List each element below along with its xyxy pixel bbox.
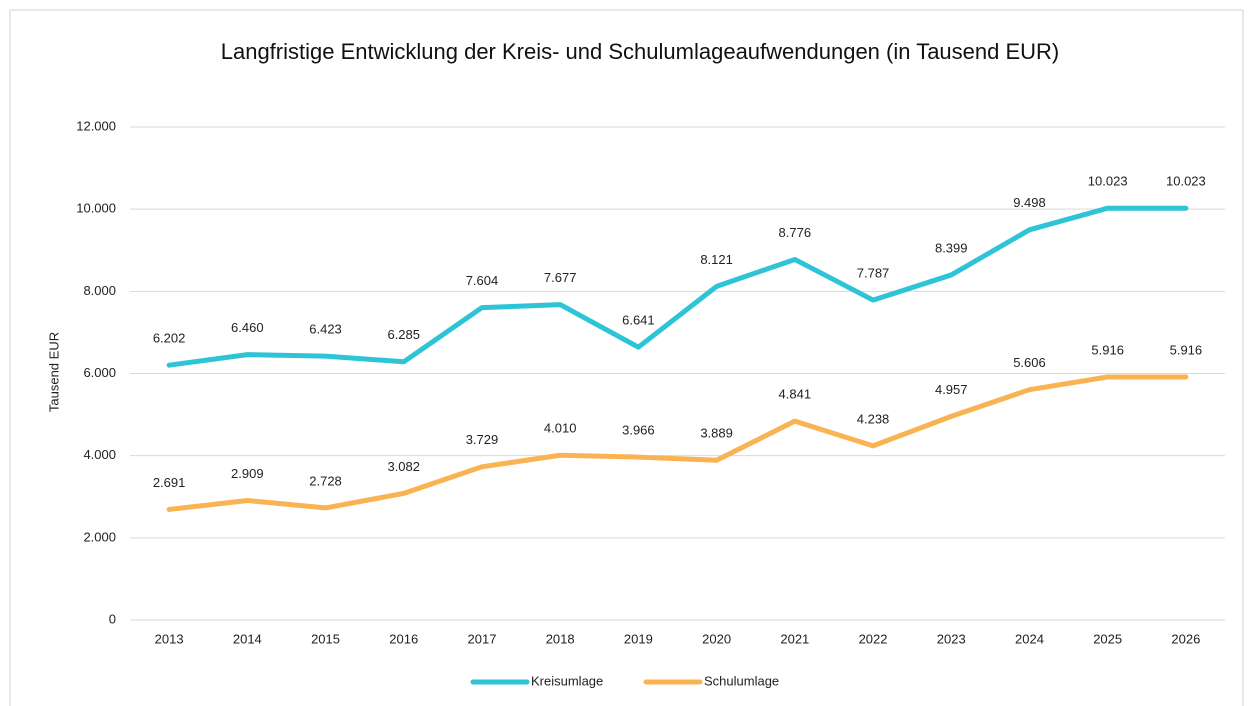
data-label: 2.728 [309,473,342,488]
x-tick-label: 2015 [311,631,340,646]
data-label: 5.606 [1013,355,1046,370]
x-tick-label: 2022 [859,631,888,646]
data-label: 6.202 [153,331,186,346]
data-label: 7.787 [857,266,890,281]
data-label: 10.023 [1088,174,1128,189]
data-label: 4.010 [544,421,577,436]
x-tick-label: 2025 [1093,631,1122,646]
data-label: 4.841 [779,387,812,402]
data-label: 3.729 [466,432,499,447]
data-label: 4.238 [857,411,890,426]
x-tick-label: 2014 [233,631,262,646]
x-tick-label: 2026 [1171,631,1200,646]
x-tick-label: 2016 [389,631,418,646]
x-tick-label: 2019 [624,631,653,646]
y-tick-label: 0 [109,611,116,626]
data-label: 3.889 [700,426,733,441]
data-label: 3.082 [387,459,420,474]
chart-frame [9,9,1244,706]
data-label: 7.604 [466,273,499,288]
data-label: 6.641 [622,313,655,328]
y-tick-label: 10.000 [76,201,116,216]
chart-title: Langfristige Entwicklung der Kreis- und … [220,39,1060,64]
data-label: 6.460 [231,320,264,335]
y-tick-label: 2.000 [83,529,116,544]
x-tick-label: 2018 [546,631,575,646]
data-label: 5.916 [1091,342,1124,357]
x-tick-label: 2020 [702,631,731,646]
legend-label: Kreisumlage [531,673,603,688]
data-label: 10.023 [1166,174,1206,189]
data-label: 2.909 [231,466,264,481]
y-axis-label: Tausend EUR [46,332,61,412]
y-tick-label: 8.000 [83,283,116,298]
data-label: 8.121 [700,252,733,267]
x-tick-label: 2021 [780,631,809,646]
data-label: 8.399 [935,240,968,255]
x-tick-label: 2023 [937,631,966,646]
data-label: 9.498 [1013,195,1046,210]
y-tick-label: 12.000 [76,118,116,133]
data-label: 2.691 [153,475,186,490]
data-label: 7.677 [544,270,577,285]
data-label: 5.916 [1170,342,1203,357]
series-line [166,374,1189,512]
data-label: 8.776 [779,225,812,240]
x-tick-label: 2017 [468,631,497,646]
legend-label: Schulumlage [704,673,779,688]
series-line [166,205,1189,368]
x-tick-label: 2013 [155,631,184,646]
data-label: 6.285 [387,327,420,342]
y-tick-label: 4.000 [83,447,116,462]
y-tick-label: 6.000 [83,365,116,380]
x-tick-label: 2024 [1015,631,1044,646]
data-label: 3.966 [622,423,655,438]
data-label: 6.423 [309,322,342,337]
data-label: 4.957 [935,382,968,397]
